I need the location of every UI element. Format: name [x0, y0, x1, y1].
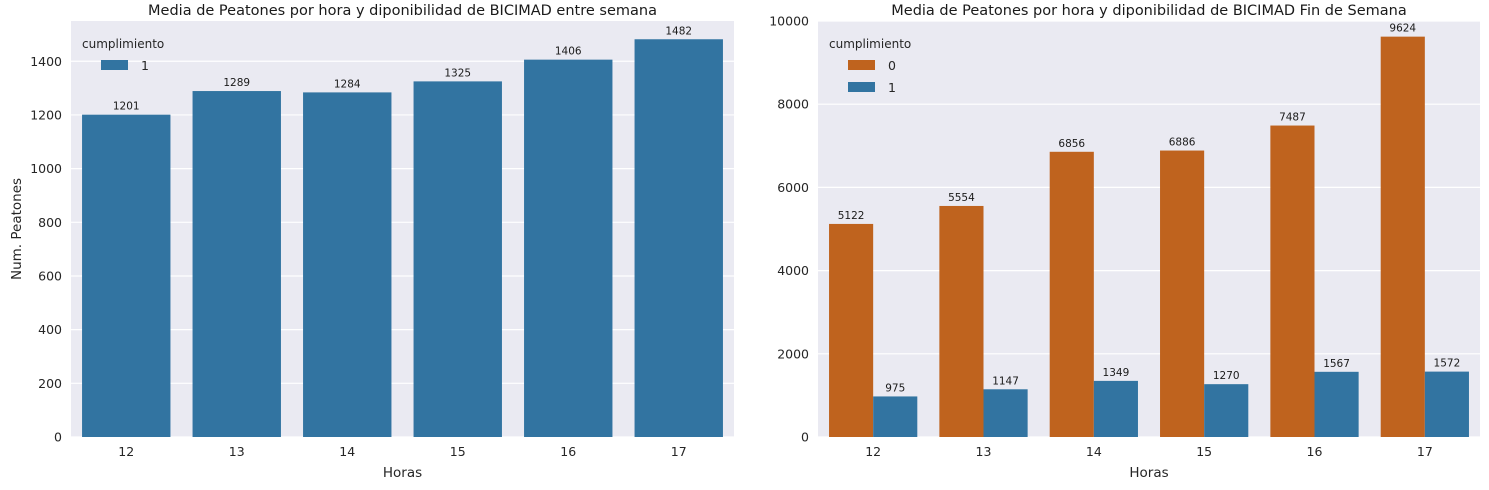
x-tick-label: 17: [671, 444, 687, 459]
y-tick-label: 4000: [777, 263, 809, 278]
data-label: 1270: [1213, 370, 1240, 382]
data-label: 1482: [665, 25, 692, 37]
y-axis-label: Num. Peatones: [9, 178, 25, 280]
legend: cumplimiento 1: [82, 37, 164, 73]
legend-label: 1: [888, 80, 896, 95]
x-tick-label: 15: [1196, 444, 1212, 459]
x-tick-label: 14: [1086, 444, 1102, 459]
bar: [303, 92, 392, 438]
bar: [1270, 125, 1315, 437]
y-tick-label: 800: [38, 215, 62, 230]
bar: [634, 39, 723, 437]
data-label: 5554: [948, 192, 975, 204]
bar: [82, 114, 171, 437]
plot-area: [71, 21, 734, 437]
data-label: 6886: [1169, 137, 1196, 149]
data-label: 9624: [1389, 23, 1416, 35]
data-label: 1572: [1434, 358, 1461, 370]
y-tick-label: 0: [801, 430, 809, 445]
legend-swatch: [101, 60, 128, 70]
legend: cumplimiento 0 1: [829, 37, 911, 95]
y-tick-label: 600: [38, 268, 62, 283]
x-tick-label: 16: [560, 444, 576, 459]
data-label: 1284: [334, 78, 361, 90]
x-tick-label: 13: [976, 444, 992, 459]
chart-title: Media de Peatones por hora y diponibilid…: [148, 3, 657, 19]
y-tick-label: 200: [38, 376, 62, 391]
data-label: 1567: [1323, 358, 1350, 370]
x-axis-label: Horas: [1129, 465, 1168, 481]
bar: [1314, 371, 1359, 437]
legend-title: cumplimiento: [829, 37, 911, 51]
bar: [524, 59, 613, 438]
legend-label: 0: [888, 58, 896, 73]
y-tick-label: 1200: [30, 107, 62, 122]
chart-panel-2: Media de Peatones por hora y diponibilid…: [769, 3, 1480, 481]
chart-title: Media de Peatones por hora y diponibilid…: [891, 3, 1406, 19]
x-tick-label: 14: [339, 444, 355, 459]
legend-swatch: [848, 60, 875, 70]
bar: [413, 81, 502, 438]
chart-panel-1: Media de Peatones por hora y diponibilid…: [9, 3, 734, 481]
y-tick-label: 0: [54, 430, 62, 445]
plot-area: [818, 21, 1480, 437]
y-tick-label: 6000: [777, 180, 809, 195]
y-tick-label: 10000: [769, 14, 809, 29]
bar: [939, 205, 984, 437]
x-tick-label: 16: [1307, 444, 1323, 459]
bar: [873, 396, 918, 437]
bar: [1380, 36, 1425, 437]
x-tick-label: 12: [865, 444, 881, 459]
y-tick-label: 8000: [777, 97, 809, 112]
y-tick-label: 1400: [30, 54, 62, 69]
data-label: 1349: [1103, 367, 1130, 379]
data-label: 6856: [1058, 138, 1085, 150]
data-label: 7487: [1279, 112, 1306, 124]
y-tick-label: 400: [38, 322, 62, 337]
data-label: 1201: [113, 101, 140, 113]
bar: [192, 91, 281, 437]
bar: [1160, 150, 1205, 437]
bar: [983, 389, 1028, 437]
x-axis-label: Horas: [383, 465, 422, 481]
bar: [1204, 384, 1249, 437]
x-tick-label: 13: [229, 444, 245, 459]
legend-title: cumplimiento: [82, 37, 164, 51]
bar: [1049, 151, 1094, 437]
data-label: 1325: [444, 67, 471, 79]
bar: [1093, 380, 1138, 437]
y-tick-label: 2000: [777, 346, 809, 361]
data-label: 1147: [992, 375, 1019, 387]
data-label: 5122: [838, 210, 865, 222]
bar: [829, 223, 874, 437]
y-tick-label: 1000: [30, 161, 62, 176]
x-tick-label: 17: [1417, 444, 1433, 459]
x-tick-label: 15: [450, 444, 466, 459]
data-label: 1406: [555, 46, 582, 58]
bar: [1424, 371, 1469, 437]
x-tick-label: 12: [118, 444, 134, 459]
legend-label: 1: [141, 58, 149, 73]
data-label: 1289: [223, 77, 250, 89]
data-label: 975: [885, 382, 905, 394]
legend-swatch: [848, 82, 875, 92]
